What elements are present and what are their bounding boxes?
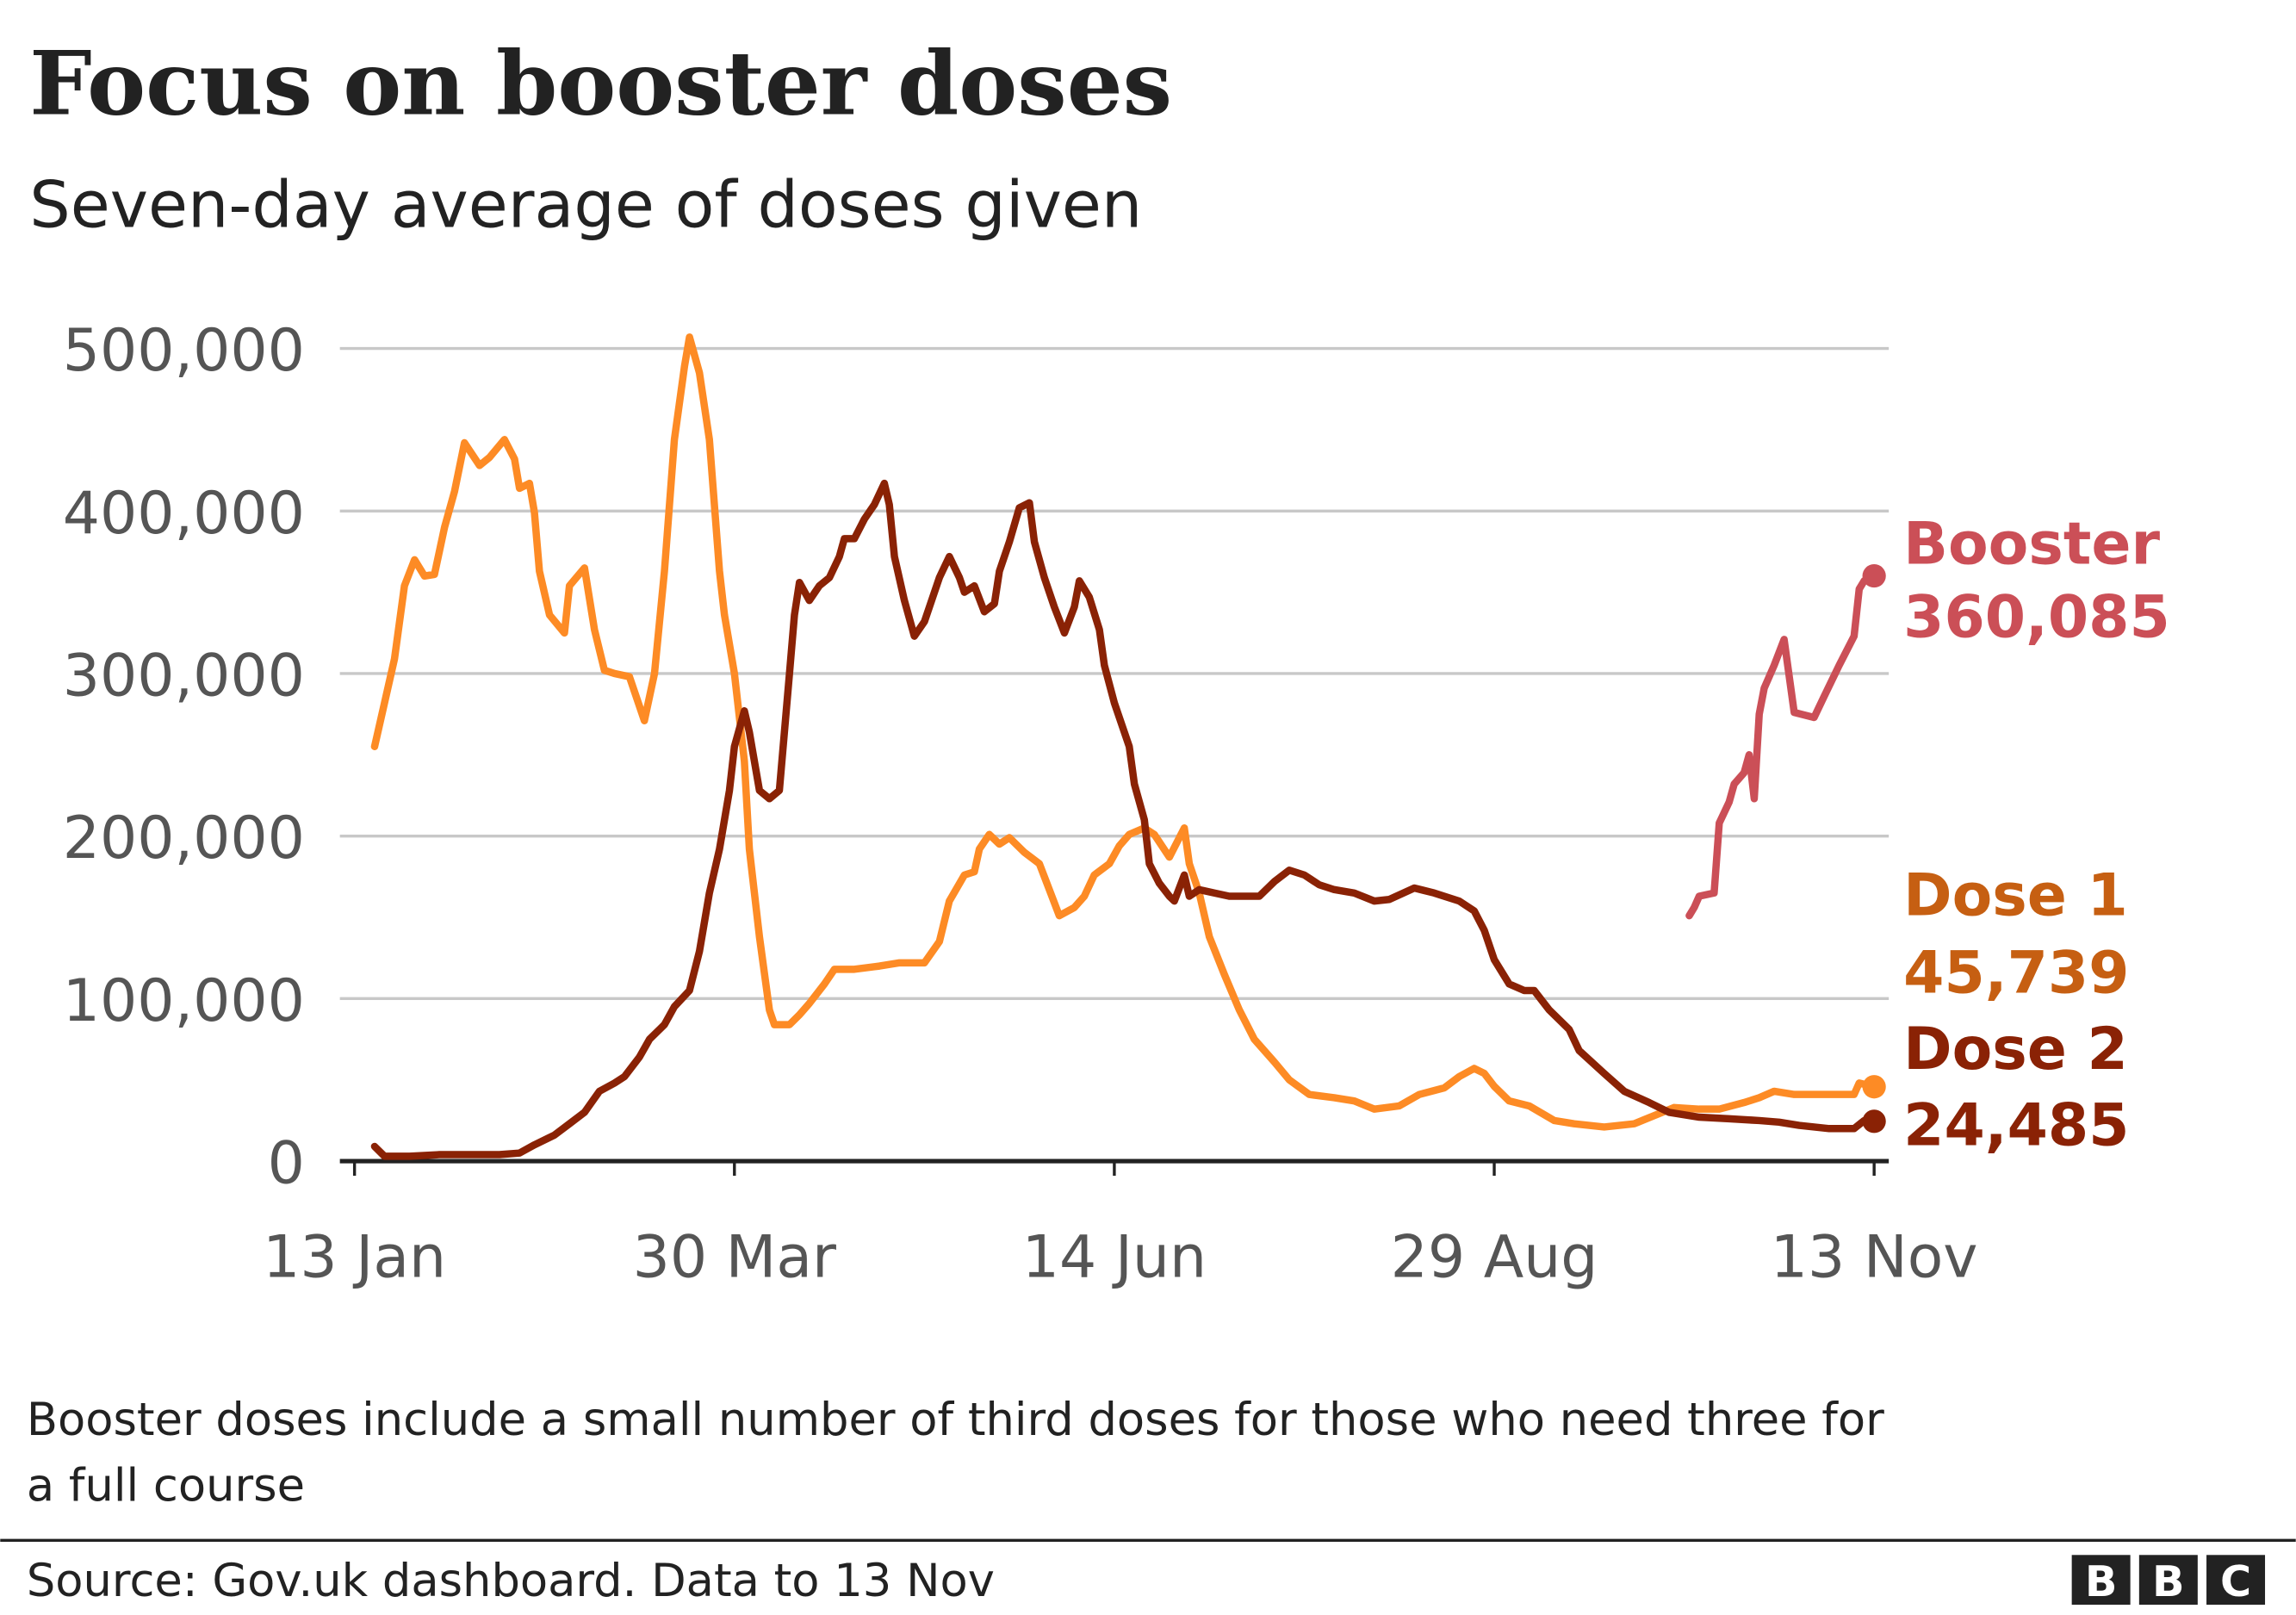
y-tick-label: 400,000: [63, 480, 305, 548]
series-lines: [370, 333, 1886, 1160]
booster-line: [1685, 572, 1878, 920]
x-tick-label: 13 Jan: [263, 1223, 446, 1291]
x-tick-label: 30 Mar: [633, 1223, 836, 1291]
chart-subtitle: Seven-day average of doses given: [29, 167, 1142, 242]
booster-label: Booster: [1903, 510, 2160, 578]
dose-1-value-label: 45,739: [1903, 940, 2129, 1008]
x-axis: 13 Jan 30 Mar 14 Jun 29 Aug 13 Nov: [263, 1158, 1978, 1291]
dose-1-end-dot: [1862, 1075, 1886, 1099]
y-tick-label: 500,000: [63, 317, 305, 385]
y-tick-label: 0: [268, 1130, 305, 1198]
chart-title: Focus on booster doses: [29, 33, 1172, 136]
y-tick-label: 100,000: [63, 967, 305, 1035]
dose-2-value-label: 24,485: [1903, 1091, 2129, 1159]
gridlines: [339, 346, 1890, 1001]
svg-text:B: B: [2085, 1556, 2118, 1606]
svg-text:C: C: [2220, 1556, 2251, 1606]
x-tick-label: 14 Jun: [1022, 1223, 1207, 1291]
y-axis: 0 100,000 200,000 300,000 400,000 500,000: [63, 317, 305, 1197]
bbc-logo: B B C: [2071, 1555, 2266, 1606]
dose-1-line: [370, 333, 1878, 1131]
booster-value-label: 360,085: [1903, 583, 2170, 651]
dose-2-line: [370, 479, 1878, 1160]
y-tick-label: 300,000: [63, 642, 305, 710]
booster-end-dot: [1862, 563, 1886, 588]
source-text: Source: Gov.uk dashboard. Data to 13 Nov: [27, 1555, 995, 1607]
x-tick-label: 13 Nov: [1771, 1223, 1978, 1291]
footnote-line-1: Booster doses include a small number of …: [27, 1394, 1884, 1446]
footnote-line-2: a full course: [27, 1459, 305, 1512]
dose-1-label: Dose 1: [1903, 861, 2128, 929]
x-tick-label: 29 Aug: [1391, 1223, 1598, 1291]
dose-2-label: Dose 2: [1903, 1016, 2128, 1084]
y-tick-label: 200,000: [63, 804, 305, 873]
dose-2-end-dot: [1862, 1109, 1886, 1134]
svg-text:B: B: [2152, 1556, 2185, 1606]
